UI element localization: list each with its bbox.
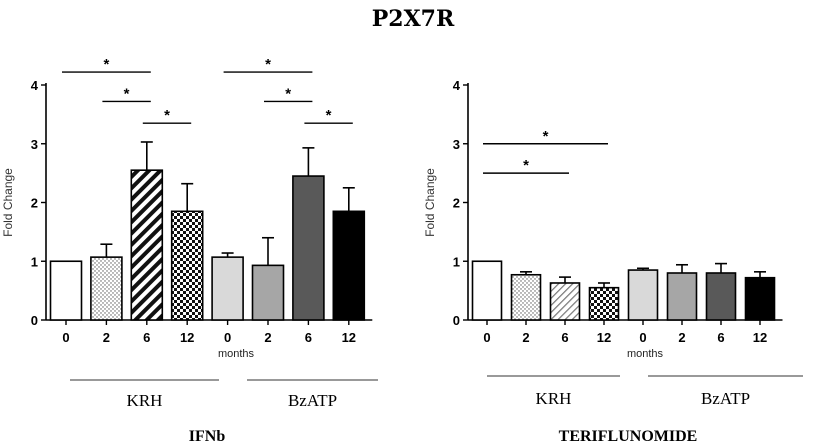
bar bbox=[549, 282, 581, 321]
x-tick-label: 2 bbox=[522, 330, 529, 345]
x-tick-label: 12 bbox=[180, 330, 194, 345]
y-tick-label: 3 bbox=[31, 137, 38, 152]
bar bbox=[49, 260, 83, 321]
y-axis-label: Fold Change bbox=[423, 168, 437, 237]
x-tick-label: 6 bbox=[143, 330, 150, 345]
significance-star: * bbox=[523, 157, 529, 174]
chart-subtitle: IFNb bbox=[189, 428, 226, 445]
x-tick-label: 6 bbox=[305, 330, 312, 345]
bar bbox=[130, 169, 164, 321]
y-tick-label: 0 bbox=[31, 313, 38, 328]
y-tick-label: 1 bbox=[31, 254, 38, 269]
y-tick-label: 2 bbox=[453, 196, 460, 211]
bar bbox=[471, 260, 503, 321]
significance-star: * bbox=[164, 107, 170, 124]
group-label: BzATP bbox=[288, 391, 337, 410]
bar bbox=[211, 256, 244, 321]
x-tick-label: 12 bbox=[753, 330, 767, 345]
group-label: BzATP bbox=[701, 389, 750, 408]
x-tick-label: 2 bbox=[103, 330, 110, 345]
significance-star: * bbox=[265, 56, 271, 73]
bar bbox=[251, 264, 285, 321]
significance-star: * bbox=[285, 85, 291, 102]
bar bbox=[332, 210, 366, 321]
x-tick-label: 0 bbox=[62, 330, 69, 345]
x-tick-label: 0 bbox=[483, 330, 490, 345]
x-tick-label: 6 bbox=[717, 330, 724, 345]
y-tick-label: 4 bbox=[453, 78, 461, 93]
bar bbox=[705, 272, 737, 321]
bar bbox=[666, 272, 698, 321]
x-tick-label: 12 bbox=[342, 330, 356, 345]
bar bbox=[627, 269, 659, 321]
x-tick-label: 6 bbox=[561, 330, 568, 345]
x-tick-label: 0 bbox=[224, 330, 231, 345]
bar bbox=[170, 210, 204, 321]
bar bbox=[510, 273, 542, 321]
group-label: KRH bbox=[536, 389, 572, 408]
x-axis-label: months bbox=[627, 348, 664, 360]
y-tick-label: 2 bbox=[31, 196, 38, 211]
significance-star: * bbox=[326, 107, 332, 124]
bar bbox=[744, 276, 776, 321]
y-tick-label: 4 bbox=[31, 78, 39, 93]
x-tick-label: 2 bbox=[264, 330, 271, 345]
y-axis-label: Fold Change bbox=[1, 168, 15, 237]
y-tick-label: 1 bbox=[453, 254, 460, 269]
figure-title: P2X7R bbox=[372, 6, 455, 32]
x-axis-label: months bbox=[218, 348, 255, 360]
bar bbox=[292, 175, 325, 321]
x-tick-label: 0 bbox=[639, 330, 646, 345]
bar bbox=[588, 286, 620, 321]
significance-star: * bbox=[103, 56, 109, 73]
significance-star: * bbox=[543, 128, 549, 145]
x-tick-label: 12 bbox=[597, 330, 611, 345]
chart-subtitle: TERIFLUNOMIDE bbox=[559, 428, 698, 445]
bar bbox=[90, 256, 123, 321]
y-tick-label: 0 bbox=[453, 313, 460, 328]
significance-star: * bbox=[124, 85, 130, 102]
y-tick-label: 3 bbox=[453, 137, 460, 152]
x-tick-label: 2 bbox=[678, 330, 685, 345]
group-label: KRH bbox=[127, 391, 163, 410]
